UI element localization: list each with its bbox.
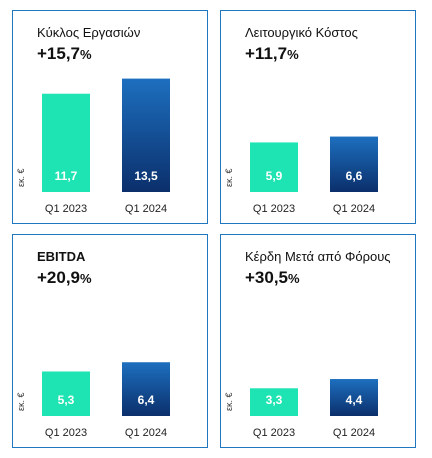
operating-cost-panel: Λειτουργικό Κόστος +11,7% εκ. € 5,9 Q1 20…: [220, 10, 416, 224]
net-profit-value-label-q1-2023: 3,3: [266, 393, 283, 407]
operating-cost-title: Λειτουργικό Κόστος: [245, 25, 358, 40]
net-profit-bar-q1-2024: [330, 379, 378, 416]
operating-cost-growth: +11,7%: [245, 44, 299, 64]
net-profit-title: Κέρδη Μετά από Φόρους: [245, 249, 391, 264]
net-profit-growth-value: +30,5: [245, 268, 289, 287]
revenue-value-label-q1-2023: 11,7: [55, 169, 78, 183]
ebitda-growth-value: +20,9: [37, 268, 81, 287]
operating-cost-value-label-q1-2023: 5,9: [266, 169, 283, 183]
revenue-panel: Κύκλος Εργασιών +15,7% εκ. € 11,7 Q1 2023…: [12, 10, 208, 224]
revenue-category-label-q1-2024: Q1 2024: [125, 203, 167, 215]
revenue-category-label-q1-2023: Q1 2023: [45, 203, 87, 215]
net-profit-chart: 3,3 Q1 2023 4,4 Q1 2024: [250, 379, 378, 439]
operating-cost-bar-q1-2023: [250, 142, 298, 192]
ebitda-category-label-q1-2023: Q1 2023: [45, 427, 87, 439]
ebitda-panel: EBITDA +20,9% εκ. € 5,3 Q1 2023 6,4 Q1 2024: [12, 234, 208, 448]
revenue-bar-q1-2023: [42, 93, 90, 192]
operating-cost-chart: 5,9 Q1 2023 6,6 Q1 2024: [250, 136, 378, 215]
ebitda-bar-q1-2024: [122, 362, 170, 416]
ebitda-bar-q1-2023: [42, 371, 90, 416]
operating-cost-category-label-q1-2023: Q1 2023: [253, 203, 295, 215]
ebitda-growth: +20,9%: [37, 268, 92, 288]
net-profit-panel: Κέρδη Μετά από Φόρους +30,5% εκ. € 3,3 Q1…: [220, 234, 416, 448]
operating-cost-growth-unit: %: [287, 47, 299, 62]
ebitda-title: EBITDA: [37, 249, 86, 264]
ebitda-chart: 5,3 Q1 2023 6,4 Q1 2024: [42, 362, 170, 439]
ebitda-category-label-q1-2024: Q1 2024: [125, 427, 167, 439]
net-profit-category-label-q1-2024: Q1 2024: [333, 427, 375, 439]
revenue-title: Κύκλος Εργασιών: [37, 25, 141, 40]
net-profit-growth-unit: %: [288, 271, 300, 286]
operating-cost-value-label-q1-2024: 6,6: [346, 169, 363, 183]
revenue-growth-unit: %: [80, 47, 92, 62]
net-profit-bar-q1-2023: [250, 388, 298, 416]
revenue-growth-value: +15,7: [37, 44, 81, 63]
ebitda-growth-unit: %: [80, 271, 92, 286]
ebitda-value-label-q1-2023: 5,3: [58, 393, 75, 407]
net-profit-value-label-q1-2024: 4,4: [346, 393, 363, 407]
net-profit-category-label-q1-2023: Q1 2023: [253, 427, 295, 439]
revenue-value-label-q1-2024: 13,5: [134, 169, 158, 183]
operating-cost-bar-q1-2024: [330, 136, 378, 192]
ebitda-value-label-q1-2024: 6,4: [138, 393, 155, 407]
revenue-bar-q1-2024: [122, 78, 170, 192]
revenue-chart: 11,7 Q1 2023 13,5 Q1 2024: [42, 78, 170, 215]
operating-cost-growth-value: +11,7: [245, 44, 288, 63]
operating-cost-category-label-q1-2024: Q1 2024: [333, 203, 375, 215]
net-profit-growth: +30,5%: [245, 268, 300, 288]
revenue-growth: +15,7%: [37, 44, 92, 64]
